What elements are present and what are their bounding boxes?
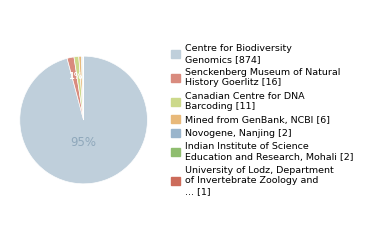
- Wedge shape: [74, 56, 84, 120]
- Wedge shape: [83, 56, 84, 120]
- Text: 95%: 95%: [71, 136, 97, 149]
- Wedge shape: [79, 56, 84, 120]
- Wedge shape: [67, 57, 84, 120]
- Text: 1%: 1%: [68, 72, 82, 81]
- Wedge shape: [20, 56, 147, 184]
- Wedge shape: [81, 56, 84, 120]
- Wedge shape: [82, 56, 84, 120]
- Legend: Centre for Biodiversity
Genomics [874], Senckenberg Museum of Natural
History Go: Centre for Biodiversity Genomics [874], …: [171, 44, 353, 196]
